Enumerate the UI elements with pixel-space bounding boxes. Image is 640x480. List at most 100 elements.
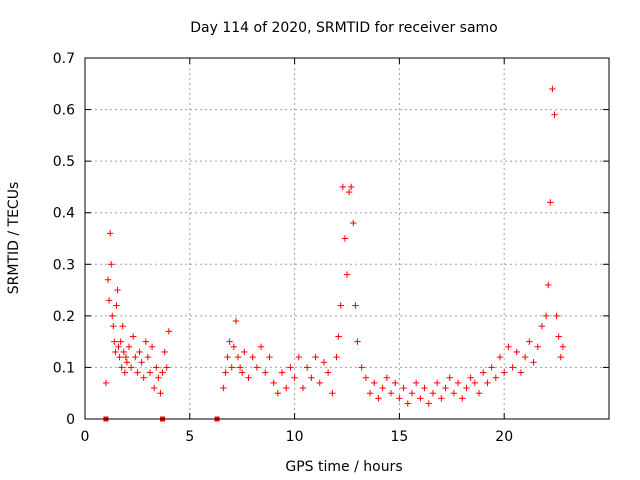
data-point xyxy=(159,369,166,376)
chart-title: Day 114 of 2020, SRMTID for receiver sam… xyxy=(190,20,498,36)
data-point xyxy=(278,369,286,376)
data-point xyxy=(371,379,378,387)
data-point xyxy=(526,338,533,345)
data-point xyxy=(111,338,118,345)
data-point xyxy=(358,364,365,371)
data-point xyxy=(165,328,173,335)
data-point xyxy=(157,390,164,397)
data-point xyxy=(467,374,474,381)
data-point xyxy=(299,384,307,392)
data-point xyxy=(161,348,168,356)
x-tick-label: 15 xyxy=(390,429,408,445)
data-point xyxy=(400,384,407,392)
data-point xyxy=(551,111,558,118)
data-point xyxy=(480,369,487,376)
data-point xyxy=(236,364,244,371)
data-point xyxy=(130,333,137,340)
data-point xyxy=(557,353,564,361)
data-point xyxy=(366,390,374,397)
data-point xyxy=(308,374,315,381)
data-point xyxy=(312,353,319,361)
data-point xyxy=(232,317,240,325)
grid-layer xyxy=(85,58,609,419)
x-tick-label: 10 xyxy=(286,429,304,445)
data-point xyxy=(270,379,277,387)
data-point xyxy=(425,400,432,407)
data-point xyxy=(433,379,441,387)
data-point xyxy=(291,374,298,381)
data-point xyxy=(123,359,131,366)
data-point xyxy=(545,281,552,289)
data-point xyxy=(222,369,229,376)
data-point xyxy=(339,183,347,191)
data-point xyxy=(542,312,550,320)
labels-layer: 0 0.1 0.2 0.3 0.4 0.5 0.6 0.7 0 5 10 15 20 xyxy=(53,51,513,445)
data-point xyxy=(109,312,116,320)
data-point xyxy=(142,338,149,345)
data-point xyxy=(239,369,246,376)
data-point xyxy=(350,219,357,227)
data-point xyxy=(392,379,399,387)
data-point xyxy=(110,322,117,330)
data-point xyxy=(450,390,458,397)
data-point xyxy=(442,384,449,392)
data-point xyxy=(253,364,261,371)
data-point xyxy=(226,338,233,345)
data-point xyxy=(113,302,120,309)
data-point xyxy=(375,395,382,402)
y-tick-label: 0.1 xyxy=(53,360,75,376)
data-point xyxy=(459,395,466,402)
data-point xyxy=(316,379,323,387)
data-point xyxy=(538,322,546,330)
data-point xyxy=(114,286,121,294)
y-tick-label: 0.2 xyxy=(53,309,75,325)
data-point xyxy=(549,85,556,93)
x-tick-label: 20 xyxy=(495,429,513,445)
data-point xyxy=(122,353,130,361)
x-axis-label: GPS time / hours xyxy=(285,459,402,475)
data-point xyxy=(144,353,152,361)
data-point xyxy=(521,353,529,361)
data-point xyxy=(354,338,361,345)
data-point xyxy=(484,379,491,387)
y-tick-label: 0.6 xyxy=(53,103,75,119)
data-point xyxy=(303,364,311,371)
data-point xyxy=(408,390,416,397)
data-point xyxy=(274,390,282,397)
data-point xyxy=(509,364,516,371)
y-tick-label: 0.4 xyxy=(53,206,75,222)
y-tick-label: 0.5 xyxy=(53,154,75,170)
data-point xyxy=(116,353,123,361)
data-point xyxy=(127,364,135,371)
data-point xyxy=(438,395,445,402)
data-point xyxy=(429,390,437,397)
data-point xyxy=(530,359,537,366)
data-point xyxy=(163,364,170,371)
data-point xyxy=(241,348,248,356)
data-point xyxy=(148,343,156,350)
data-point xyxy=(104,276,112,283)
y-tick-label: 0.7 xyxy=(53,51,75,67)
data-point xyxy=(421,384,428,392)
data-point xyxy=(335,333,342,340)
data-point xyxy=(352,302,359,309)
data-point xyxy=(547,199,554,206)
data-point xyxy=(106,230,114,237)
data-point xyxy=(417,395,424,402)
data-point xyxy=(140,374,147,381)
data-point xyxy=(475,390,483,397)
data-point xyxy=(134,369,141,376)
data-point xyxy=(119,322,126,330)
y-tick-label: 0 xyxy=(66,412,75,428)
data-point xyxy=(553,312,560,320)
data-point xyxy=(228,364,235,371)
data-point xyxy=(102,379,110,387)
data-point xyxy=(501,369,508,376)
data-point xyxy=(513,348,520,356)
plot-frame xyxy=(84,57,610,420)
data-point xyxy=(343,271,351,278)
data-point xyxy=(379,384,386,392)
data-point xyxy=(347,183,355,191)
data-point xyxy=(559,343,567,350)
